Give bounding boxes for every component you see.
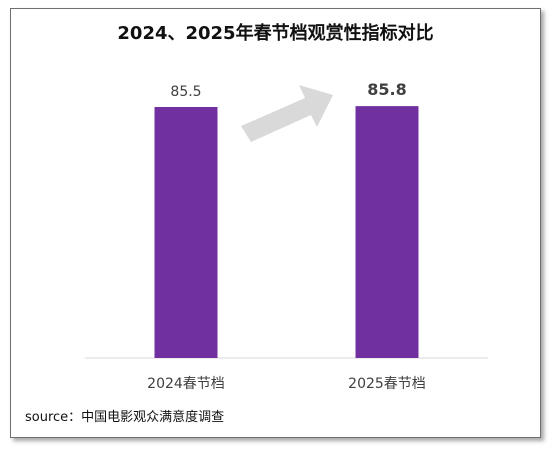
bar-1 [154, 107, 218, 358]
bar-2 [355, 106, 419, 359]
category-label-2: 2025春节档 [348, 376, 426, 392]
bar-chart: 85.5 2024春节档 85.8 2025春节档 [85, 80, 488, 392]
data-label-2: 85.8 [367, 80, 406, 99]
category-label-1: 2024春节档 [147, 376, 225, 392]
increase-arrow-icon [241, 85, 333, 142]
source-note: source：中国电影观众满意度调查 [25, 410, 225, 425]
data-label-1: 85.5 [170, 84, 201, 100]
chart-title: 2024、2025年春节档观赏性指标对比 [117, 23, 434, 44]
chart-frame: 2024、2025年春节档观赏性指标对比 85.5 2024春节档 85.8 2025… [10, 8, 541, 438]
